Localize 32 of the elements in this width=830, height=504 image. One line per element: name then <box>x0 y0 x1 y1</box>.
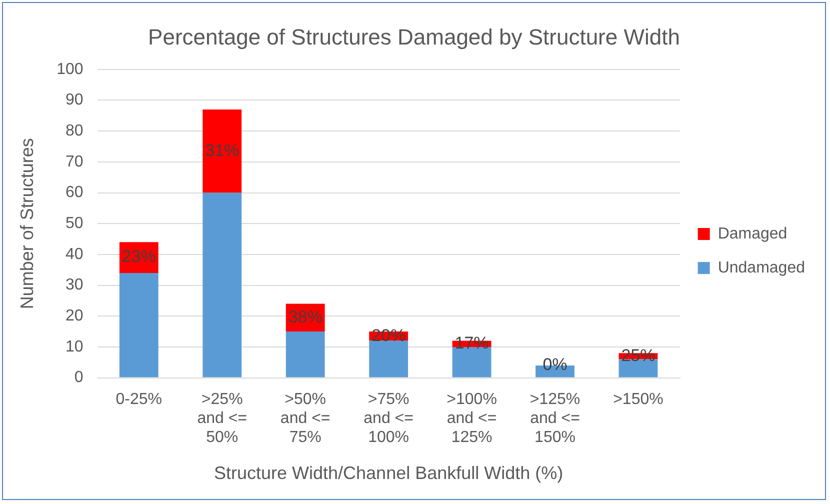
x-tick-label: >50% and <= 75% <box>280 390 330 446</box>
legend-label: Undamaged <box>718 259 805 276</box>
annotation: 20% <box>372 326 406 345</box>
x-tick-label: >25% and <= 50% <box>197 390 248 446</box>
annotation: 23% <box>122 247 156 266</box>
x-axis-title: Structure Width/Channel Bankfull Width (%) <box>214 463 564 484</box>
y-tick-label: 0 <box>74 369 84 386</box>
y-tick-label: 10 <box>66 338 84 356</box>
bar <box>119 272 158 378</box>
bar <box>202 109 242 193</box>
legend-label: Damaged <box>718 225 788 242</box>
annotation: 31% <box>205 140 240 160</box>
bar <box>369 340 408 378</box>
y-tick-label: 80 <box>66 122 84 140</box>
x-tick-label: 0-25% <box>116 390 162 408</box>
x-tick-label: >75% and <= 100% <box>364 390 414 446</box>
y-axis-title: Number of Structures <box>16 138 37 310</box>
y-tick-label: 50 <box>66 215 84 232</box>
y-tick-label: 60 <box>66 184 84 202</box>
y-tick-label: 40 <box>66 246 84 263</box>
chart-title: Percentage of Structures Damaged by Structure Width <box>148 24 680 50</box>
bar <box>202 192 242 378</box>
y-tick-label: 30 <box>66 276 84 294</box>
y-tick-label: 70 <box>66 153 84 170</box>
y-tick-label: 20 <box>66 308 84 325</box>
x-tick-label: >100% and <= 125% <box>446 390 497 446</box>
x-tick-label: >150% <box>613 390 664 408</box>
bar <box>286 332 325 378</box>
annotation: 38% <box>288 307 322 326</box>
y-tick-label: 90 <box>66 92 84 109</box>
x-tick-label: >125% and <= 150% <box>530 390 580 446</box>
y-tick-label: 100 <box>56 60 84 78</box>
